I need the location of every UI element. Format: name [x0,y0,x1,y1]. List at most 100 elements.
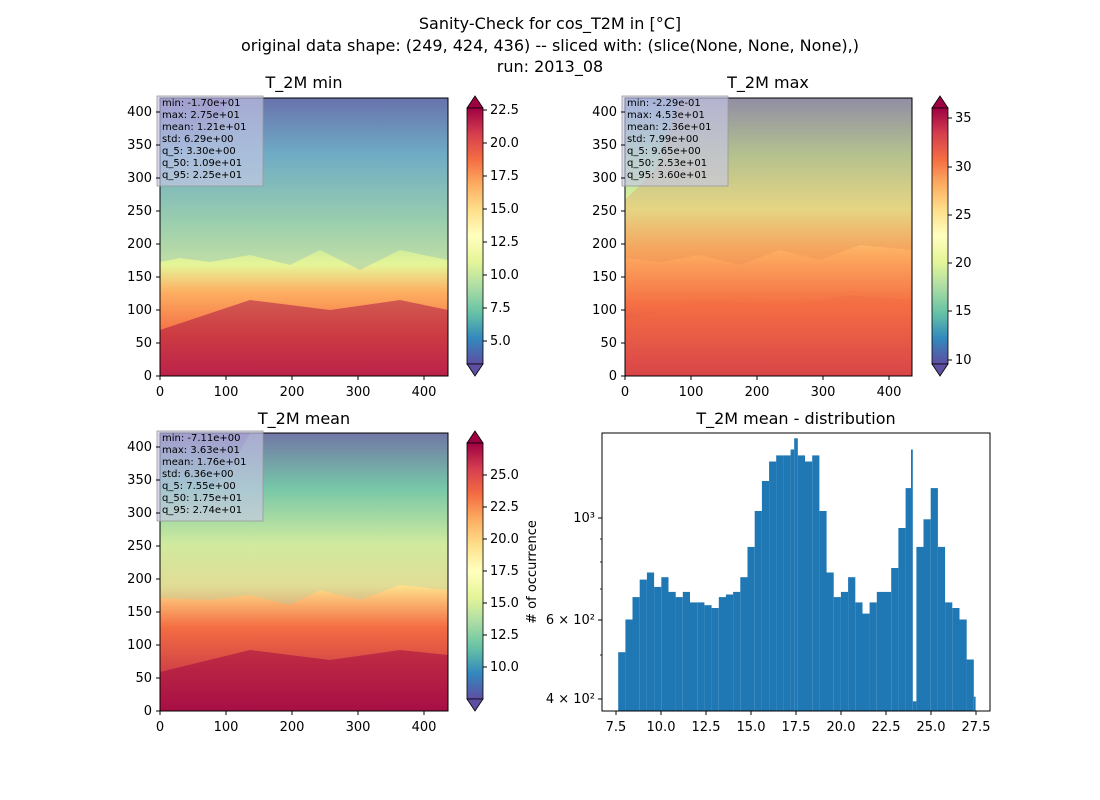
sea-shading [625,295,912,376]
y-tick-label: 200 [127,237,152,252]
histogram-bars [618,438,976,711]
histogram-bar [769,461,777,711]
histogram-bar [840,591,849,711]
histogram-bar [711,608,719,711]
x-axis: 0 100 200 300 400 [156,711,437,735]
colorbar-tick-label: 17.5 [490,169,519,184]
histogram-bar [797,455,805,711]
histogram-bar [639,579,647,711]
colorbar-bottom-extension [466,363,484,377]
plot-frame [159,97,449,377]
stat-line: max: 3.63e+01 [162,445,240,456]
y-axis: 4 × 10² 6 × 10² 10³ [546,511,602,707]
histogram-bar [740,577,748,711]
colorbar-tick-label: 25.0 [490,468,519,483]
colorbar-tick-label: 35 [955,111,972,126]
colorbar-tick-label: 7.5 [490,301,511,316]
histogram-bar [898,528,906,711]
y-tick-label: 200 [592,237,617,252]
y-tick-label: 150 [127,270,152,285]
y-tick-label: 50 [135,671,152,686]
histogram-bar [952,608,960,711]
y-axis: 0 50 100 150 200 250 300 350 400 [592,105,625,384]
histogram-bar [862,613,870,711]
x-tick-label: 27.5 [962,720,991,735]
y-tick-label: 300 [592,171,617,186]
y-tick-label: 10³ [573,511,595,526]
y-axis: 0 50 100 150 200 250 300 350 400 [127,105,160,384]
colorbar-tick-label: 15 [955,304,972,319]
y-tick-label: 300 [127,171,152,186]
y-tick-label: 250 [127,204,152,219]
stats-box: min: -1.70e+01 max: 2.75e+01 mean: 1.21e… [156,95,264,187]
x-tick-label: 300 [811,385,836,400]
histogram-bar [833,597,841,711]
histogram-bar [869,602,877,711]
stat-line: q_95: 2.25e+01 [162,170,242,181]
x-axis: 0 100 200 300 400 [621,376,901,400]
x-axis: 7.5 10.0 12.5 15.0 17.5 20.0 22.5 25.0 2… [606,711,991,735]
histogram-bar [905,488,911,711]
y-tick-label: 100 [127,638,152,653]
colorbar-tick-label: 30 [955,160,972,175]
panel-title: T_2M max [726,73,809,93]
stat-line: std: 6.29e+00 [162,134,234,145]
sea-shading [160,650,448,711]
colorbar: 5.0 7.5 10.0 12.5 15.0 17.5 20.0 22.5 [466,95,519,377]
histogram-bar [668,591,676,711]
stat-line: mean: 1.21e+01 [162,122,246,133]
histogram-bar [697,602,705,711]
stat-line: max: 4.53e+01 [627,110,705,121]
stat-line: mean: 1.76e+01 [162,457,246,468]
y-tick-label: 0 [144,369,152,384]
histogram-bar [754,511,762,711]
y-tick-label: 200 [127,572,152,587]
histogram-bar [945,602,953,711]
x-axis: 0 100 200 300 400 [156,376,436,400]
histogram-bar [826,572,834,711]
y-tick-label: 350 [127,138,152,153]
panel-max: T_2M max min: -2.29e-01 max: 4.53e+01 me… [592,73,971,400]
colorbar: 10.0 12.5 15.0 17.5 20.0 22.5 25.0 [466,430,519,712]
x-tick-label: 15.0 [737,720,766,735]
colorbar-tick-label: 17.5 [490,564,519,579]
colorbar-tick-label: 25 [955,208,972,223]
figure-title-line-1: Sanity-Check for cos_T2M in [°C] [419,14,681,34]
stat-line: min: -7.11e+00 [162,433,241,444]
panel-title: T_2M mean [257,409,350,429]
histogram-bar [812,455,820,711]
stat-line: mean: 2.36e+01 [627,122,711,133]
colorbar-tick-label: 20 [955,256,972,271]
x-tick-label: 17.5 [782,720,811,735]
colorbar-top-extension [466,430,484,444]
colorbar-tick-label: 15.0 [490,596,519,611]
colorbar-bottom-extension [466,698,484,712]
stats-box: min: -7.11e+00 max: 3.63e+01 mean: 1.76e… [156,430,264,522]
histogram-bar [718,597,726,711]
panel-mean: T_2M mean min: -7.11e+00 max: 3.63e+01 m… [127,409,519,735]
y-tick-label: 350 [592,138,617,153]
stat-line: q_95: 2.74e+01 [162,505,242,516]
histogram-bar [891,568,899,711]
y-tick-label: 250 [592,204,617,219]
histogram-bar [912,701,917,711]
y-axis: 0 50 100 150 200 250 300 350 400 [127,440,160,719]
stat-line: q_95: 3.60e+01 [627,170,707,181]
x-tick-label: 400 [412,720,437,735]
panel-min: T_2M min min: -1.70e+01 max: 2.75e+01 me… [127,73,519,400]
stat-line: q_5: 3.30e+00 [162,146,236,157]
histogram-bar [654,586,662,711]
colorbar-tick-label: 15.0 [490,202,519,217]
colorbar-tick-label: 20.0 [490,532,519,547]
y-tick-label: 0 [609,369,617,384]
histogram-bar [733,591,741,711]
histogram-bar [930,488,938,711]
y-tick-label: 150 [592,270,617,285]
histogram-bar [675,597,683,711]
figure-title-line-3: run: 2013_08 [497,57,603,77]
plot-frame [624,97,913,377]
histogram-bar [937,546,946,711]
histogram-bar [794,438,798,711]
x-tick-label: 25.0 [917,720,946,735]
histogram-bar [625,619,633,711]
